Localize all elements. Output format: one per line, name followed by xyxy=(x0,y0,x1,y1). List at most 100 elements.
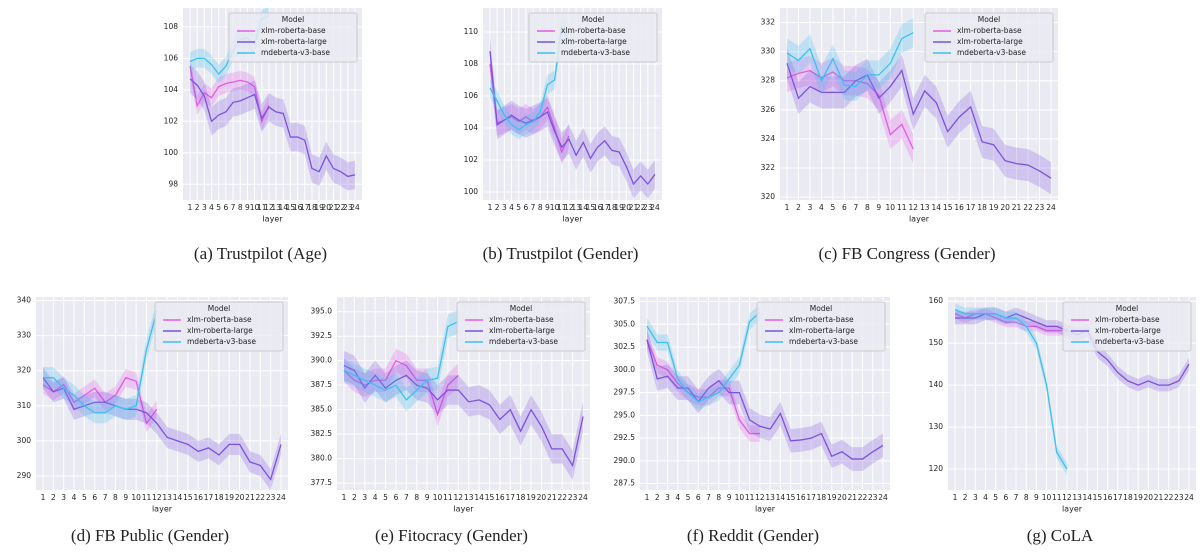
y-tick-label: 102 xyxy=(464,155,479,164)
x-tick-label: 14 xyxy=(578,203,588,212)
x-tick-label: 13 xyxy=(271,203,281,212)
y-tick-label: 395.0 xyxy=(311,307,333,316)
x-tick-label: 11 xyxy=(142,493,152,502)
panel: 287.5 290.0 292.5 295.0 297.5 300.0 302.5 305.0… xyxy=(614,297,890,545)
x-tick-label: 21 xyxy=(1012,203,1022,212)
legend-label: xlm-roberta-large xyxy=(261,37,327,46)
x-tick-label: 12 xyxy=(564,203,574,212)
x-tick-label: 15 xyxy=(943,203,953,212)
y-tick-label: 98 xyxy=(168,179,178,188)
x-tick-label: 22 xyxy=(636,203,646,212)
x-tick-label: 18 xyxy=(307,203,317,212)
x-tick-label: 6 xyxy=(1003,493,1008,502)
series-line xyxy=(786,32,914,88)
x-tick-label: 20 xyxy=(537,493,547,502)
legend: Model xlm-roberta-base xlm-roberta-large md… xyxy=(528,12,658,63)
x-tick-label: 23 xyxy=(868,493,878,502)
legend: Model xlm-roberta-base xlm-roberta-large md… xyxy=(456,301,586,352)
x-tick-label: 2 xyxy=(963,493,968,502)
x-tick-label: 7 xyxy=(853,203,858,212)
x-tick-label: 11 xyxy=(897,203,907,212)
x-tick-label: 8 xyxy=(716,493,721,502)
x-tick-label: 16 xyxy=(193,493,203,502)
x-tick-label: 2 xyxy=(495,203,500,212)
x-tick-label: 10 xyxy=(1042,493,1052,502)
x-tick-label: 18 xyxy=(1123,493,1133,502)
x-tick-label: 24 xyxy=(350,203,360,212)
x-tick-label: 23 xyxy=(343,203,353,212)
legend-title: Model xyxy=(282,15,305,24)
legend-label: mdeberta-v3-base xyxy=(489,337,558,346)
x-axis-label: layer xyxy=(562,215,583,224)
x-tick-label: 11 xyxy=(257,203,267,212)
x-tick-label: 15 xyxy=(183,493,193,502)
legend-label: mdeberta-v3-base xyxy=(957,48,1026,57)
x-tick-label: 24 xyxy=(276,493,286,502)
ci-band xyxy=(647,327,883,471)
y-tick-label: 100 xyxy=(164,148,179,157)
x-tick-label: 2 xyxy=(352,493,357,502)
x-tick-label: 12 xyxy=(264,203,274,212)
x-tick-label: 13 xyxy=(765,493,775,502)
series-line xyxy=(489,25,570,131)
series-line xyxy=(42,377,282,481)
x-tick-label: 9 xyxy=(545,203,550,212)
y-tick-label: 385.0 xyxy=(311,405,333,414)
y-tick-label: 332 xyxy=(761,18,776,27)
legend-label: mdeberta-v3-base xyxy=(261,48,330,57)
x-tick-label: 7 xyxy=(404,493,409,502)
y-tick-label: 326 xyxy=(761,105,776,114)
x-tick-label: 3 xyxy=(362,493,367,502)
x-tick-label: 8 xyxy=(538,203,543,212)
y-tick-label: 380.0 xyxy=(311,454,333,463)
series-line xyxy=(489,51,656,186)
y-tick-label: 106 xyxy=(464,91,479,100)
x-tick-label: 20 xyxy=(1000,203,1010,212)
y-tick-label: 130 xyxy=(929,422,944,431)
x-tick-label: 24 xyxy=(650,203,660,212)
x-tick-label: 18 xyxy=(977,203,987,212)
x-tick-label: 12 xyxy=(1062,493,1072,502)
ci-band xyxy=(190,64,355,191)
x-tick-label: 19 xyxy=(1133,493,1143,502)
x-tick-label: 15 xyxy=(586,203,596,212)
y-tick-label: 108 xyxy=(464,59,479,68)
x-tick-label: 21 xyxy=(629,203,639,212)
y-tick-label: 387.5 xyxy=(311,380,333,389)
legend-title: Model xyxy=(510,304,533,313)
y-tick-label: 106 xyxy=(164,53,179,62)
legend-box xyxy=(1062,301,1192,352)
x-tick-label: 9 xyxy=(876,203,881,212)
x-tick-label: 11 xyxy=(1052,493,1062,502)
y-tick-label: 100 xyxy=(464,187,479,196)
x-tick-label: 4 xyxy=(373,493,378,502)
ci-band xyxy=(43,368,157,433)
x-tick-label: 2 xyxy=(51,493,56,502)
x-tick-label: 18 xyxy=(516,493,526,502)
x-tick-label: 10 xyxy=(886,203,896,212)
x-tick-label: 16 xyxy=(1103,493,1113,502)
y-tick-label: 322 xyxy=(761,163,776,172)
caption: (c) FB Congress (Gender) xyxy=(818,244,995,263)
legend-label: mdeberta-v3-base xyxy=(1095,337,1164,346)
x-tick-label: 9 xyxy=(245,203,250,212)
x-tick-label: 16 xyxy=(954,203,964,212)
series-line xyxy=(43,310,158,414)
legend-label: xlm-roberta-base xyxy=(1095,315,1160,324)
x-tick-label: 15 xyxy=(1093,493,1103,502)
x-tick-label: 17 xyxy=(806,493,816,502)
x-tick-label: 24 xyxy=(878,493,888,502)
x-tick-label: 22 xyxy=(256,493,266,502)
x-tick-label: 1 xyxy=(342,493,347,502)
legend-label: xlm-roberta-large xyxy=(789,326,855,335)
caption: (b) Trustpilot (Gender) xyxy=(483,244,639,263)
y-tick-label: 340 xyxy=(17,296,32,305)
y-tick-label: 120 xyxy=(929,464,944,473)
y-tick-label: 300.0 xyxy=(614,365,636,374)
caption: (e) Fitocracy (Gender) xyxy=(375,526,528,545)
x-tick-label: 21 xyxy=(329,203,339,212)
x-tick-label: 13 xyxy=(920,203,930,212)
x-tick-label: 4 xyxy=(983,493,988,502)
x-tick-label: 6 xyxy=(394,493,399,502)
x-tick-label: 23 xyxy=(1035,203,1045,212)
